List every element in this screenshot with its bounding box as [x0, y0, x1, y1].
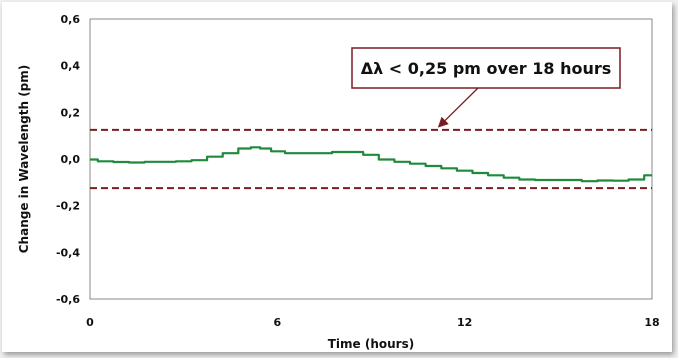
x-tick-label: 6: [274, 316, 282, 329]
y-axis-label: Change in Wavelength (pm): [17, 65, 31, 254]
series-layer: [90, 146, 652, 183]
y-tick-label: -0,4: [56, 246, 80, 259]
y-tick-label: -0,6: [56, 293, 80, 306]
x-axis-label: Time (hours): [328, 337, 414, 351]
x-tick-label: 18: [644, 316, 659, 329]
line-chart: Time (hours) Change in Wavelength (pm) 0…: [17, 13, 660, 351]
x-tick-label: 12: [457, 316, 472, 329]
annotation: Δλ < 0,25 pm over 18 hours: [351, 47, 621, 128]
y-tick-labels: 0,6 0,4 0,2 0,0 -0,2 -0,4 -0,6: [56, 13, 80, 306]
y-tick-label: 0,4: [61, 60, 81, 73]
y-tick-label: 0,6: [61, 13, 81, 26]
annotation-text: Δλ < 0,25 pm over 18 hours: [361, 59, 612, 78]
annotation-arrow: [437, 87, 479, 128]
x-tick-label: 0: [86, 316, 94, 329]
annotation-box: [351, 47, 621, 89]
y-tick-label: 0,0: [61, 153, 81, 166]
chart-panel: Time (hours) Change in Wavelength (pm) 0…: [2, 2, 672, 352]
series-line: [90, 146, 652, 183]
y-tick-label: 0,2: [61, 106, 81, 119]
y-tick-label: -0,2: [56, 200, 80, 213]
reference-lines: [90, 128, 652, 190]
x-tick-labels: 0 6 12 18: [86, 316, 659, 329]
